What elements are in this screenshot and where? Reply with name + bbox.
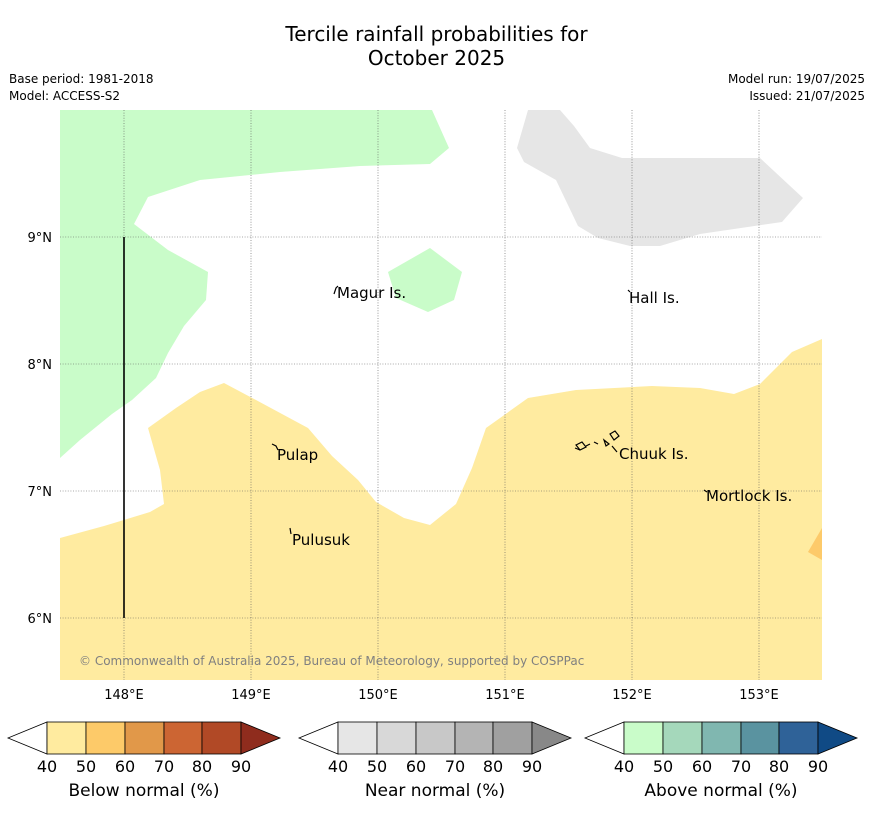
colorbar-below-tick-60: 60	[115, 757, 135, 776]
colorbar-above-tick-60: 60	[692, 757, 712, 776]
colorbar-above-tick-70: 70	[731, 757, 751, 776]
colorbar-near-cell-80-90	[492, 721, 533, 755]
below-normal-50-region	[808, 528, 822, 560]
pulap-island-shape	[271, 443, 279, 451]
colorbar-near-tick-60: 60	[406, 757, 426, 776]
colorbar-below-cell-60-70	[124, 721, 165, 755]
x-axis-ticks: 148°E 149°E 150°E 151°E 152°E 153°E	[104, 688, 779, 703]
colorbar-near-cell-70-80	[454, 721, 494, 755]
x-tick-150e: 150°E	[358, 688, 398, 703]
hall-island-shape	[627, 289, 631, 293]
colorbar-above-cell-50-60	[662, 721, 703, 755]
colorbar-below-max-triangle	[240, 721, 282, 755]
base-period-text: Base period: 1981-2018	[9, 72, 154, 86]
colorbar-below-min-triangle	[6, 721, 48, 755]
colorbar-near-label: Near normal (%)	[364, 781, 506, 801]
colorbar-below-cell-40-50	[46, 721, 87, 755]
copyright-notice: © Commonwealth of Australia 2025, Bureau…	[79, 654, 584, 668]
mortlock-island-shape	[703, 489, 708, 493]
colorbar-above-cell-70-80	[740, 721, 780, 755]
colorbar-below-normal: 40 50 60 70 80 90	[6, 721, 282, 776]
colorbar-near-tick-90: 90	[522, 757, 542, 776]
colorbar-above-label: Above normal (%)	[644, 781, 798, 801]
colorbar-below-tick-80: 80	[192, 757, 212, 776]
colorbar-above-tick-50: 50	[653, 757, 673, 776]
colorbar-near-tick-80: 80	[483, 757, 503, 776]
colorbar-near-tick-70: 70	[445, 757, 465, 776]
map-title: Tercile rainfall probabilities for Octob…	[0, 22, 873, 70]
colorbar-above-min-triangle	[583, 721, 625, 755]
model-text: Model: ACCESS-S2	[9, 89, 121, 103]
place-label-magur: Magur Is.	[337, 284, 406, 302]
colorbar-near-cell-40-50	[337, 721, 378, 755]
x-tick-152e: 152°E	[612, 688, 652, 703]
above-normal-region-central	[388, 248, 462, 312]
x-tick-149e: 149°E	[231, 688, 271, 703]
colorbar-above-tick-90: 90	[808, 757, 828, 776]
colorbar-above-cell-40-50	[623, 721, 664, 755]
pulusuk-island-shape	[289, 527, 292, 535]
y-tick-7n: 7°N	[28, 485, 53, 500]
colorbar-below-cell-70-80	[163, 721, 203, 755]
map-plot-area: Magur Is. Hall Is. Pulap Chuuk Is. Mortl…	[60, 110, 822, 680]
colorbar-near-max-triangle	[531, 721, 573, 755]
colorbar-above-cell-60-70	[701, 721, 742, 755]
place-label-mortlock: Mortlock Is.	[706, 487, 792, 505]
title-line-2: October 2025	[367, 46, 506, 70]
colorbar-below-tick-50: 50	[76, 757, 96, 776]
y-tick-8n: 8°N	[28, 358, 53, 373]
colorbar-near-cell-60-70	[415, 721, 456, 755]
colorbar-near-tick-40: 40	[328, 757, 348, 776]
place-label-pulusuk: Pulusuk	[292, 531, 350, 549]
colorbar-above-tick-40: 40	[614, 757, 634, 776]
graticule	[60, 110, 822, 680]
colorbar-below-tick-70: 70	[154, 757, 174, 776]
x-tick-151e: 151°E	[485, 688, 525, 703]
island-outlines	[271, 285, 708, 535]
colorbar-near-min-triangle	[297, 721, 339, 755]
below-normal-region	[60, 339, 822, 680]
colorbar-near-tick-50: 50	[367, 757, 387, 776]
near-normal-region	[517, 110, 803, 246]
y-tick-6n: 6°N	[28, 612, 53, 627]
colorbar-above-normal: 40 50 60 70 80 90	[583, 721, 859, 776]
y-axis-ticks: 9°N 8°N 7°N 6°N	[28, 231, 53, 627]
colorbar-near-cell-50-60	[376, 721, 417, 755]
colorbar-above-tick-80: 80	[769, 757, 789, 776]
colorbar-below-cell-50-60	[85, 721, 126, 755]
place-label-pulap: Pulap	[277, 446, 318, 464]
x-tick-148e: 148°E	[104, 688, 144, 703]
issued-text: Issued: 21/07/2025	[749, 89, 865, 103]
colorbar-below-tick-90: 90	[231, 757, 251, 776]
colorbar-below-cell-80-90	[201, 721, 242, 755]
info-right: Model run: 19/07/2025 Issued: 21/07/2025	[728, 71, 865, 105]
colorbar-below-tick-40: 40	[37, 757, 57, 776]
place-label-hall: Hall Is.	[629, 289, 680, 307]
x-tick-153e: 153°E	[739, 688, 779, 703]
colorbar-below-label: Below normal (%)	[68, 781, 220, 801]
place-label-chuuk: Chuuk Is.	[619, 445, 688, 463]
chuuk-islands-shape	[574, 430, 620, 453]
y-tick-9n: 9°N	[28, 231, 53, 246]
above-normal-region-west	[60, 110, 449, 458]
colorbar-near-normal: 40 50 60 70 80 90	[297, 721, 573, 776]
colorbar-above-cell-80-90	[778, 721, 819, 755]
info-left: Base period: 1981-2018 Model: ACCESS-S2	[9, 71, 154, 105]
model-run-text: Model run: 19/07/2025	[727, 72, 865, 86]
magur-island-shape	[333, 285, 339, 295]
title-line-1: Tercile rainfall probabilities for	[285, 22, 588, 46]
colorbar-above-max-triangle	[817, 721, 859, 755]
